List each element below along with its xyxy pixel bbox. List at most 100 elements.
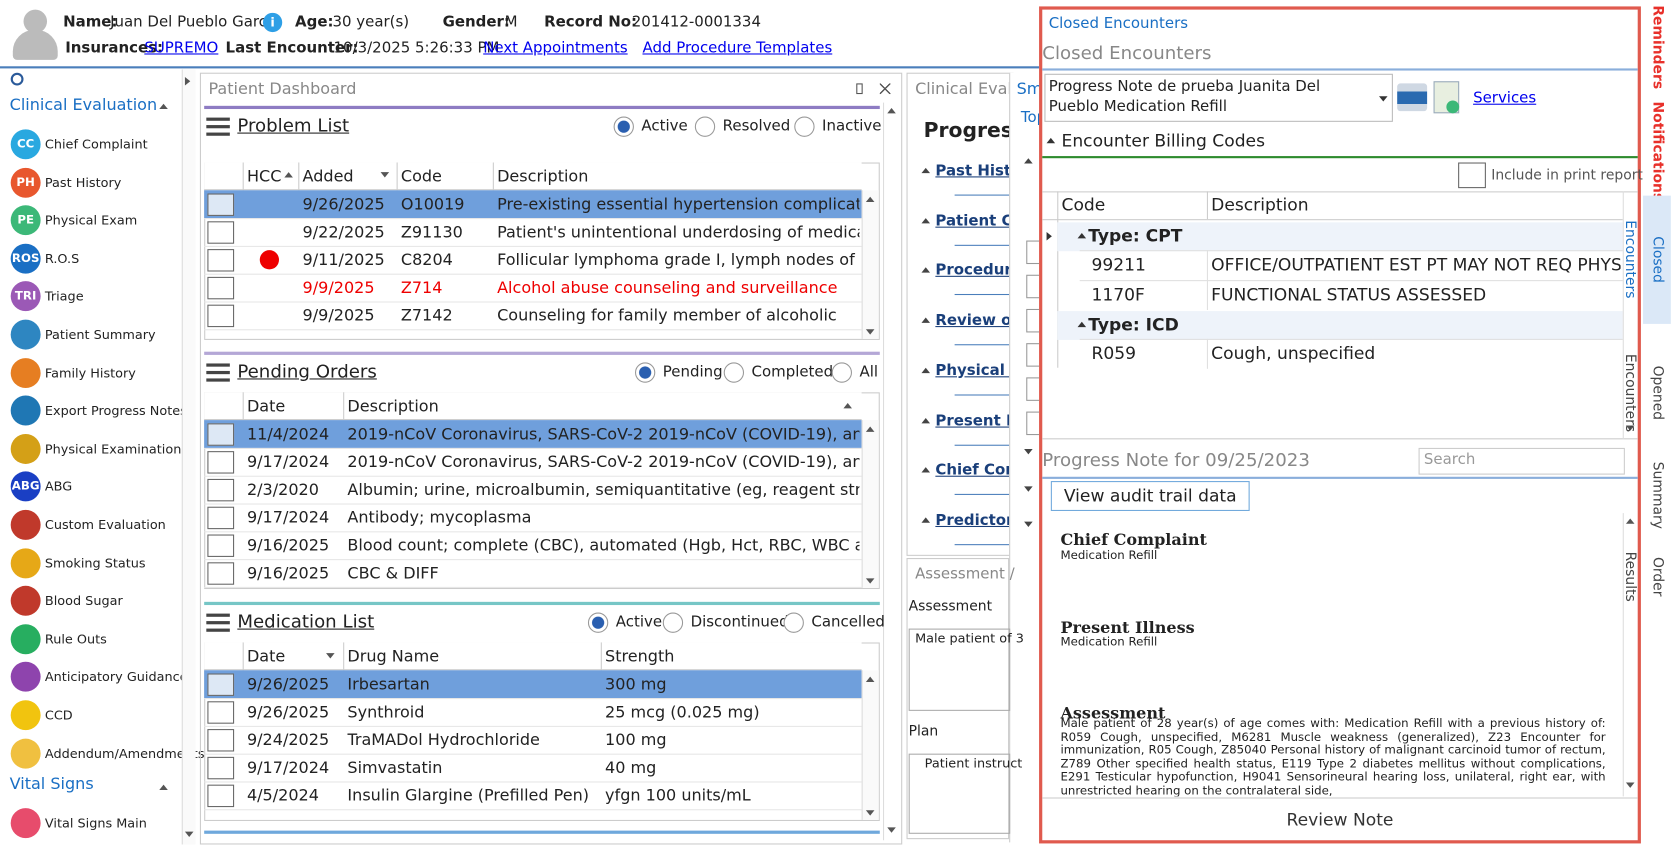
section-link[interactable]: Present Ill bbox=[935, 412, 1022, 430]
column-header[interactable]: Description bbox=[497, 166, 589, 187]
menu-icon[interactable] bbox=[206, 613, 230, 617]
column-header[interactable]: Date bbox=[246, 646, 286, 666]
audit-button[interactable]: View audit trail data bbox=[1050, 481, 1250, 511]
sidebar-item[interactable]: Triage bbox=[44, 289, 84, 305]
row-checkbox[interactable] bbox=[207, 249, 235, 272]
row-checkbox[interactable] bbox=[207, 304, 235, 328]
radio[interactable] bbox=[634, 362, 656, 383]
radio[interactable] bbox=[662, 612, 684, 633]
search-box[interactable]: Search bbox=[1418, 447, 1625, 475]
row-checkbox[interactable] bbox=[207, 673, 235, 696]
column-header[interactable]: Drug Name bbox=[347, 646, 440, 666]
side-tab[interactable]: Closed Encounters bbox=[1622, 195, 1671, 324]
section-title[interactable]: Medication List bbox=[237, 611, 375, 633]
menu-icon[interactable] bbox=[206, 370, 230, 375]
expand bbox=[1024, 158, 1033, 164]
scroll-up bbox=[865, 676, 875, 683]
sidebar-item[interactable]: Family History bbox=[44, 365, 136, 381]
menu-icon[interactable] bbox=[206, 621, 230, 625]
radio[interactable] bbox=[723, 362, 745, 383]
sidebar-item[interactable]: Custom Evaluation bbox=[44, 517, 166, 533]
sidebar-item[interactable]: Addendum/Amendments bbox=[44, 745, 205, 761]
close-button[interactable] bbox=[879, 83, 891, 95]
sidebar-item[interactable]: Anticipatory Guidance bbox=[44, 669, 188, 685]
section-link[interactable]: Chief Com bbox=[935, 462, 1021, 480]
side-tab[interactable]: Opened Encounters bbox=[1621, 353, 1666, 433]
row-checkbox[interactable] bbox=[207, 562, 235, 585]
sidebar-item[interactable]: Rule Outs bbox=[44, 631, 107, 647]
menu-icon[interactable] bbox=[206, 125, 230, 129]
insurance-link[interactable]: SUPREMO bbox=[144, 39, 219, 57]
review-button[interactable]: Review Note bbox=[1286, 809, 1394, 830]
sidebar-item[interactable]: Past History bbox=[44, 174, 122, 190]
side-tab[interactable]: Order Results bbox=[1621, 551, 1666, 602]
side-tab[interactable]: Notifications bbox=[1649, 101, 1666, 202]
row-checkbox[interactable] bbox=[207, 276, 235, 300]
radio[interactable] bbox=[794, 116, 815, 137]
encounter-dropdown[interactable] bbox=[1044, 73, 1393, 122]
section-title[interactable]: Problem List bbox=[237, 115, 350, 137]
menu-icon[interactable] bbox=[206, 378, 230, 382]
column-header[interactable]: HCC bbox=[246, 166, 282, 187]
section-title: Vital Signs bbox=[9, 773, 94, 794]
menu-icon[interactable] bbox=[206, 628, 230, 632]
sidebar-item[interactable]: Blood Sugar bbox=[44, 593, 123, 609]
sidebar-item[interactable]: Chief Complaint bbox=[44, 136, 148, 152]
sort bbox=[284, 172, 293, 178]
section-title[interactable]: Pending Orders bbox=[237, 361, 377, 383]
radio[interactable] bbox=[831, 362, 852, 383]
row-checkbox[interactable] bbox=[207, 193, 235, 216]
menu-icon[interactable] bbox=[206, 132, 230, 136]
scroll-down bbox=[865, 578, 875, 584]
next-appointments-link[interactable]: Next Appointments bbox=[483, 39, 628, 57]
row-checkbox[interactable] bbox=[207, 534, 235, 557]
info-icon[interactable]: i bbox=[262, 12, 283, 33]
sidebar-item[interactable]: R.O.S bbox=[44, 250, 80, 266]
row-checkbox[interactable] bbox=[207, 478, 235, 502]
menu-icon[interactable] bbox=[206, 117, 230, 121]
sidebar-item[interactable]: Patient Summary bbox=[44, 327, 156, 343]
section-link[interactable]: Review of bbox=[935, 312, 1018, 330]
sidebar-item[interactable]: Physical Examination bbox=[44, 441, 182, 457]
link[interactable]: Closed Encounters bbox=[1048, 14, 1189, 33]
sidebar-icon bbox=[10, 808, 41, 839]
section-link[interactable]: Predictors bbox=[935, 511, 1023, 530]
side-tab[interactable]: Summary bbox=[1649, 461, 1666, 529]
menu-icon[interactable] bbox=[206, 363, 230, 367]
radio[interactable] bbox=[587, 612, 609, 633]
column-header[interactable]: Code bbox=[400, 166, 442, 187]
sidebar-item[interactable]: Vital Signs Main bbox=[44, 815, 147, 831]
sidebar-item[interactable]: CCD bbox=[44, 707, 73, 723]
row-checkbox[interactable] bbox=[207, 784, 235, 808]
column-header[interactable]: Added bbox=[302, 166, 354, 187]
column-header[interactable]: Date bbox=[246, 396, 286, 416]
sidebar-item[interactable]: ABG bbox=[44, 479, 73, 495]
row-checkbox[interactable] bbox=[207, 701, 235, 724]
section-link[interactable]: Past Histo bbox=[935, 162, 1022, 180]
row-checkbox[interactable] bbox=[207, 756, 235, 780]
row-checkbox[interactable] bbox=[207, 221, 235, 244]
services-link[interactable]: Services bbox=[1473, 89, 1537, 107]
side-tab[interactable]: Reminders bbox=[1649, 5, 1666, 90]
row-checkbox[interactable] bbox=[207, 506, 235, 530]
checkbox[interactable] bbox=[1458, 162, 1486, 189]
row-checkbox[interactable] bbox=[207, 729, 235, 752]
section-link[interactable]: Physical E bbox=[935, 362, 1021, 380]
column-header[interactable]: Description bbox=[347, 396, 439, 416]
row-checkbox[interactable] bbox=[207, 423, 235, 446]
add-templates-link[interactable]: Add Procedure Templates bbox=[642, 39, 833, 57]
sidebar-item[interactable]: Export Progress Notes bbox=[44, 403, 187, 419]
pin-button[interactable] bbox=[856, 83, 863, 95]
row-checkbox[interactable] bbox=[207, 451, 235, 474]
sidebar-item[interactable]: Smoking Status bbox=[44, 555, 146, 571]
section-link[interactable]: Patient Co bbox=[935, 212, 1023, 230]
radio[interactable] bbox=[783, 612, 804, 633]
column-separator bbox=[1206, 280, 1208, 311]
search-icon[interactable] bbox=[10, 72, 24, 86]
section-link[interactable]: Procedure bbox=[935, 262, 1022, 280]
column-header[interactable]: Strength bbox=[605, 646, 675, 666]
radio[interactable] bbox=[694, 116, 716, 137]
print-icon[interactable] bbox=[1397, 83, 1428, 112]
sidebar-item[interactable]: Physical Exam bbox=[44, 212, 138, 228]
radio[interactable] bbox=[613, 116, 634, 137]
